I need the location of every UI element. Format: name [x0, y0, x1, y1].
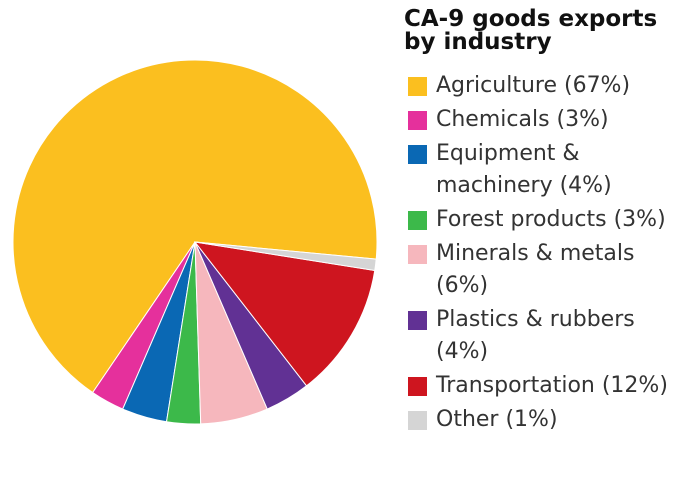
- legend-item-transportation: Transportation (12%): [408, 370, 678, 402]
- legend-item-agriculture: Agriculture (67%): [408, 70, 678, 102]
- legend-item-equipment-machinery: Equipment & machinery (4%): [408, 138, 678, 202]
- pie-chart: [12, 59, 378, 425]
- legend-item-chemicals: Chemicals (3%): [408, 104, 678, 136]
- legend-label: Minerals & metals (6%): [436, 241, 635, 298]
- legend-label: Chemicals (3%): [436, 107, 609, 132]
- legend-swatch: [408, 111, 427, 130]
- legend: Agriculture (67%) Chemicals (3%) Equipment…: [408, 70, 678, 438]
- legend-label: Transportation (12%): [436, 373, 668, 398]
- pie-slice-agriculture: [12, 59, 378, 394]
- legend-label: Agriculture (67%): [436, 73, 631, 98]
- pie-slice-transportation: [193, 241, 376, 387]
- legend-swatch: [408, 411, 427, 430]
- legend-label: Plastics & rubbers (4%): [436, 307, 635, 364]
- chart-title: CA-9 goods exports by industry: [404, 6, 658, 55]
- legend-label: Other (1%): [436, 407, 558, 432]
- legend-label: Equipment & machinery (4%): [436, 141, 612, 198]
- legend-swatch: [408, 211, 427, 230]
- pie-slice-other: [194, 241, 377, 272]
- legend-label: Forest products (3%): [436, 207, 666, 232]
- legend-item-other: Other (1%): [408, 404, 678, 436]
- legend-item-forest-products: Forest products (3%): [408, 204, 678, 236]
- legend-swatch: [408, 245, 427, 264]
- legend-swatch: [408, 145, 427, 164]
- legend-swatch: [408, 77, 427, 96]
- legend-item-minerals-metals: Minerals & metals (6%): [408, 238, 678, 302]
- legend-swatch: [408, 377, 427, 396]
- legend-swatch: [408, 311, 427, 330]
- legend-item-plastics-rubbers: Plastics & rubbers (4%): [408, 304, 678, 368]
